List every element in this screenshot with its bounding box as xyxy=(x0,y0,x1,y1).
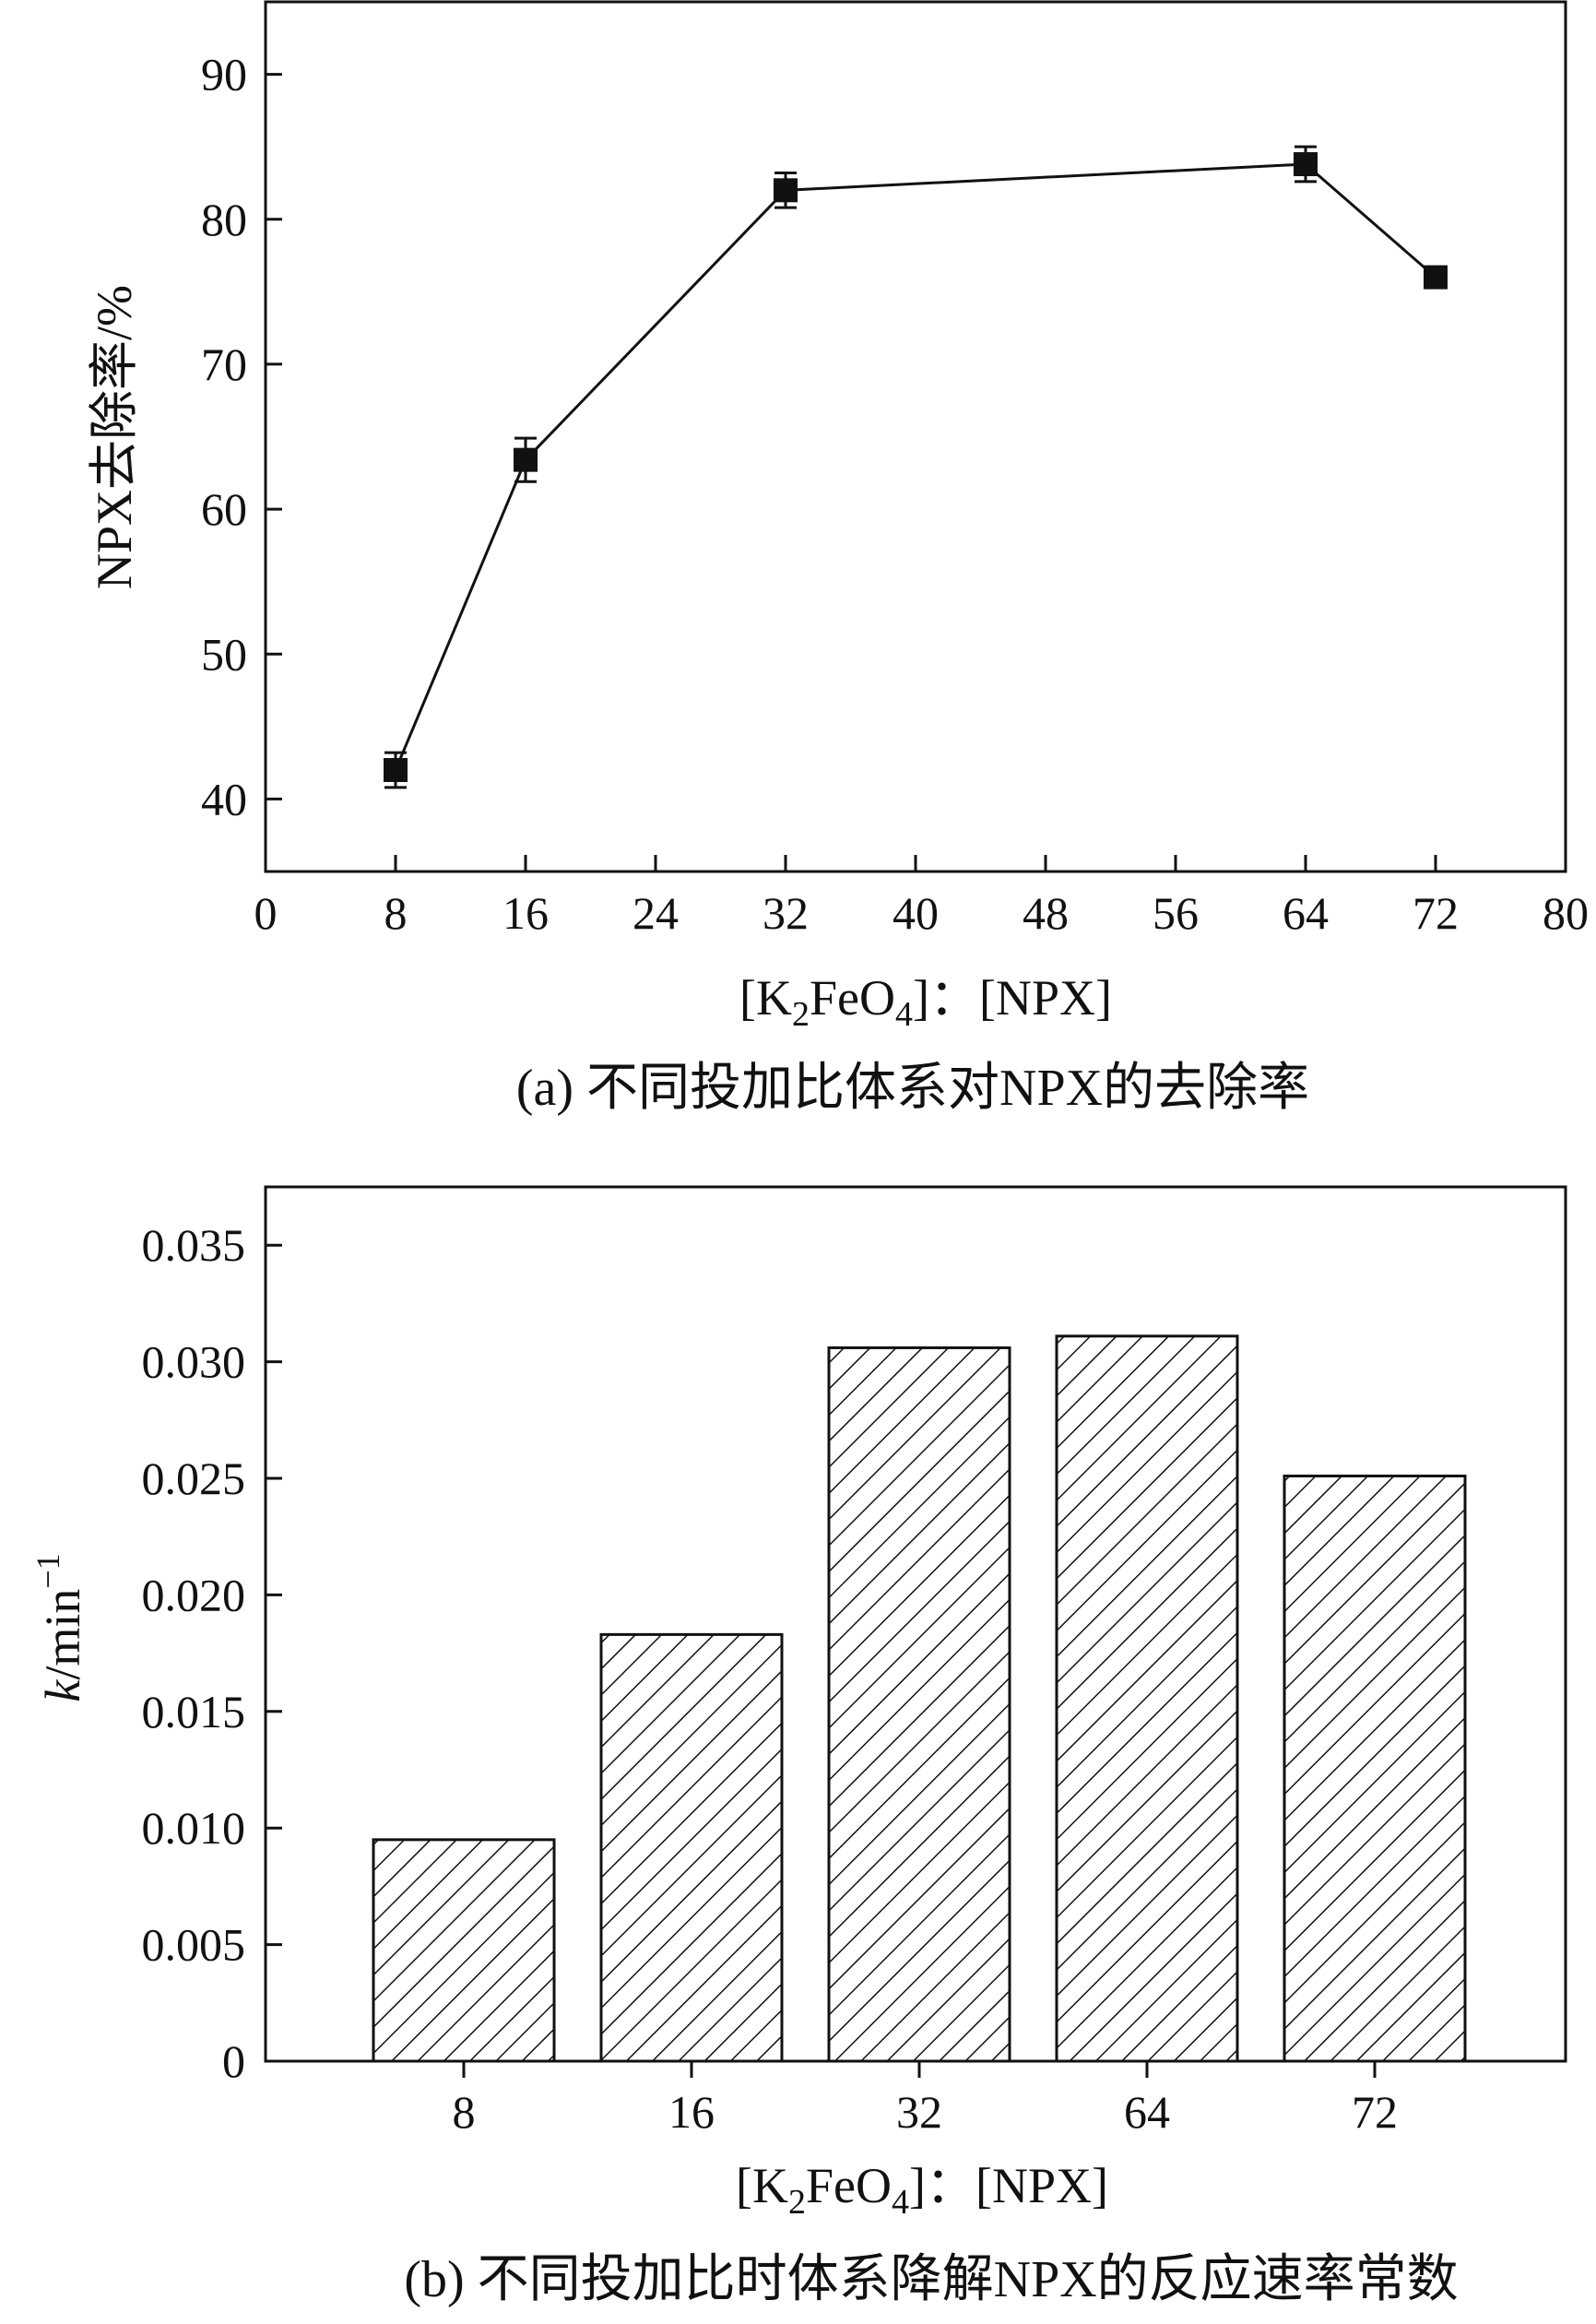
chart-a-series xyxy=(384,145,1448,789)
chart-a-y-tick-label: 90 xyxy=(201,49,247,101)
chart-b-x-tick-label: 32 xyxy=(896,2086,942,2138)
chart-b-bars: 8 16 32 64 72 xyxy=(372,1334,1467,2138)
chart-a-y-axis-title: NPX去除率/% xyxy=(87,285,142,589)
chart-a-data-point xyxy=(774,178,798,203)
chart-a-caption: (a) 不同投加比体系对NPX的去除率 xyxy=(516,1060,1309,1117)
chart-a-frame xyxy=(264,0,1567,873)
chart-a-data-point xyxy=(384,757,408,782)
chart-b-bar xyxy=(1283,1474,1467,2063)
chart-a-y-tick-label: 60 xyxy=(201,483,247,535)
chart-b-x-tick-label: 72 xyxy=(1352,2086,1398,2138)
chart-b-y-tick-label: 0.010 xyxy=(142,1802,246,1854)
chart-b-caption: (b) 不同投加比时体系降解NPX的反应速率常数 xyxy=(404,2251,1458,2308)
chart-a-data-point xyxy=(1294,152,1318,177)
chart-b-y-tick-label: 0.030 xyxy=(142,1336,246,1388)
chart-a-y-tick-label: 40 xyxy=(201,773,247,824)
chart-a-x-tick-label: 40 xyxy=(893,887,939,939)
chart-b-y-tick-label: 0.020 xyxy=(142,1569,246,1620)
chart-a-series-line xyxy=(394,162,1436,771)
chart-a-y-ticks: 40 50 60 70 80 90 xyxy=(201,49,282,824)
chart-b: 0 0.005 0.010 0.015 0.020 0.025 0.030 0.035 8 16… xyxy=(30,1185,1567,2308)
chart-b-bar xyxy=(599,1632,784,2063)
chart-a-x-axis-title: [K2FeO4]：[NPX] xyxy=(739,970,1112,1034)
chart-a-x-tick-label: 80 xyxy=(1543,887,1589,939)
chart-b-y-axis-title: k/min−1 xyxy=(30,1553,90,1702)
chart-b-x-tick-label: 16 xyxy=(668,2086,715,2138)
chart-a-x-tick-label: 56 xyxy=(1153,887,1199,939)
chart-a-x-tick-label: 72 xyxy=(1413,887,1459,939)
chart-a-x-tick-label: 32 xyxy=(763,887,809,939)
chart-a-x-tick-label: 8 xyxy=(384,887,408,939)
chart-a: 40 50 60 70 80 90 0 8 16 24 32 40 48 56 64 72 80 NPX去除率… xyxy=(87,0,1589,1117)
chart-a-y-tick-label: 80 xyxy=(201,194,247,245)
chart-a-data-point xyxy=(1424,265,1448,290)
chart-b-y-tick-label: 0 xyxy=(222,2035,245,2087)
chart-b-bar xyxy=(1055,1334,1239,2063)
chart-a-x-tick-label: 24 xyxy=(632,887,679,939)
chart-a-y-tick-label: 50 xyxy=(201,628,247,680)
chart-a-x-tick-label: 48 xyxy=(1023,887,1069,939)
chart-a-data-point xyxy=(514,447,538,472)
chart-b-y-ticks: 0 0.005 0.010 0.015 0.020 0.025 0.030 0.035 xyxy=(142,1219,282,2087)
chart-b-bar xyxy=(827,1346,1011,2063)
chart-a-x-tick-label: 16 xyxy=(502,887,549,939)
chart-a-x-tick-label: 64 xyxy=(1283,887,1329,939)
chart-b-y-tick-label: 0.035 xyxy=(142,1219,246,1271)
chart-a-y-tick-label: 70 xyxy=(201,338,247,390)
chart-a-x-tick-label: 0 xyxy=(254,887,278,939)
chart-b-x-tick-label: 8 xyxy=(453,2086,476,2138)
chart-b-x-axis-title: [K2FeO4]：[NPX] xyxy=(736,2158,1108,2222)
chart-a-x-ticks: 0 8 16 24 32 40 48 56 64 72 80 xyxy=(254,855,1589,939)
chart-b-y-tick-label: 0.025 xyxy=(142,1452,246,1504)
chart-b-bar xyxy=(372,1838,556,2063)
chart-b-y-tick-label: 0.015 xyxy=(142,1686,246,1737)
chart-b-x-tick-label: 64 xyxy=(1124,2086,1170,2138)
chart-b-y-tick-label: 0.005 xyxy=(142,1919,246,1971)
